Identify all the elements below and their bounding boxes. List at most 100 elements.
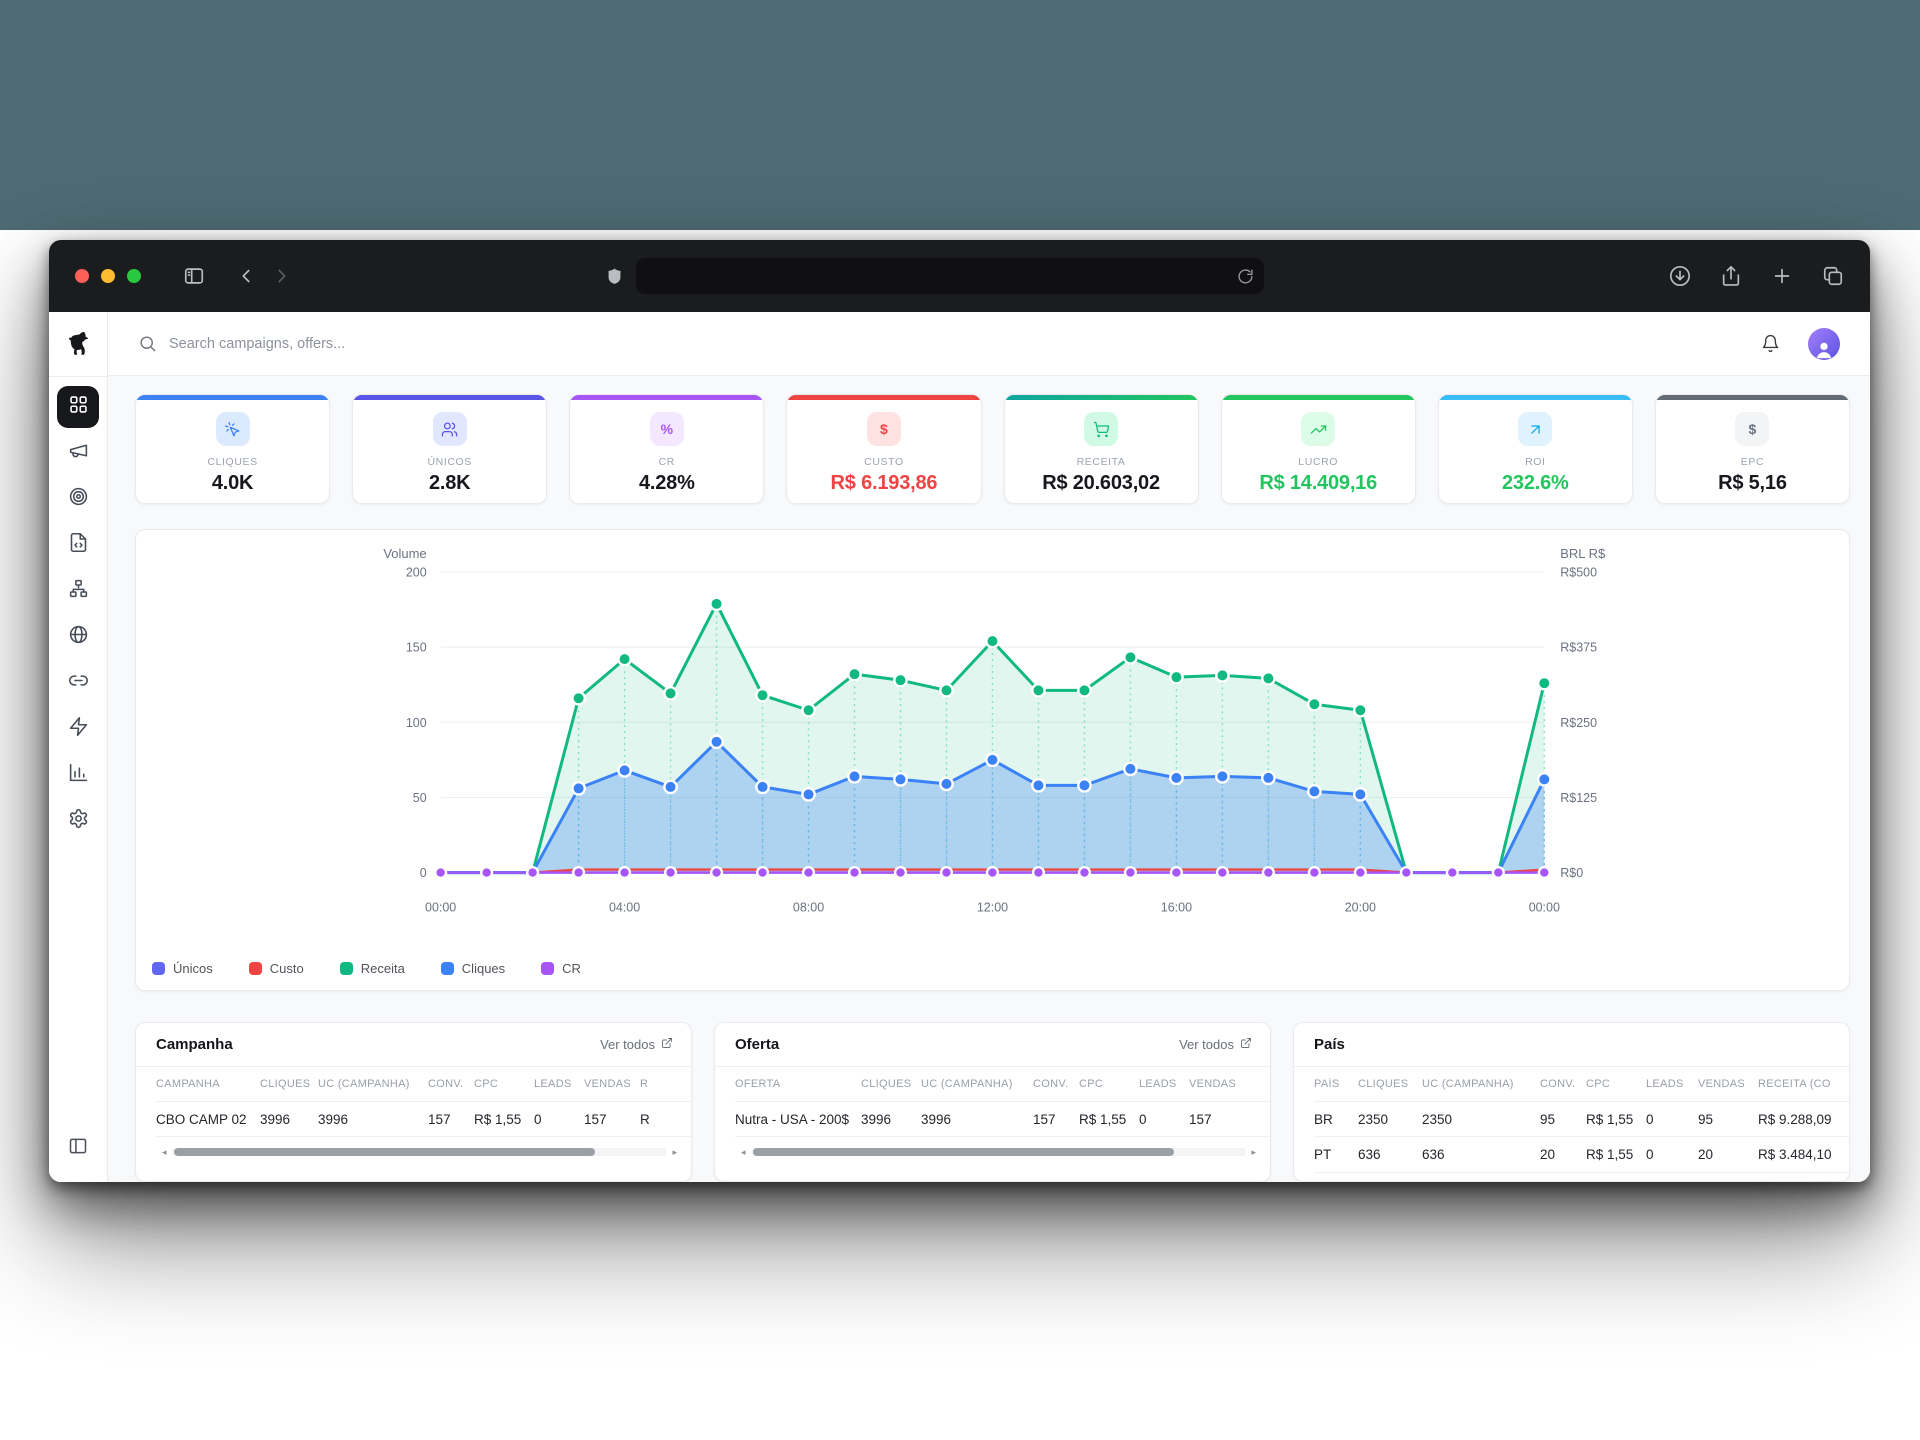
svg-text:12:00: 12:00 [977, 901, 1008, 915]
arrow-up-right-icon [1518, 412, 1553, 446]
stat-label: CLIQUES [207, 456, 258, 468]
scrollbar-track[interactable] [750, 1148, 1247, 1156]
table: OFERTA CLIQUES UC (CAMPANHA) CONV. CPC LEADS V… [715, 1067, 1270, 1158]
table-cell: 2350 [1358, 1111, 1389, 1127]
legend-label: Únicos [173, 961, 213, 976]
column-header: R [640, 1078, 649, 1090]
zoom-window-button[interactable] [127, 269, 141, 283]
stat-card-epc: $ EPC R$ 5,16 [1654, 394, 1850, 504]
table-row[interactable]: CBO CAMP 02 3996 3996 157 R$ 1,55 0 157 R [156, 1101, 691, 1137]
sidebar-item-links[interactable] [57, 662, 99, 704]
scrollbar-track[interactable] [171, 1148, 668, 1156]
stat-accent-bar [353, 395, 547, 400]
reload-icon[interactable] [1237, 268, 1254, 285]
svg-text:04:00: 04:00 [609, 901, 640, 915]
table-card-oferta: Oferta Ver todos OFERTA CLIQUES UC (CAMPANHA… [714, 1022, 1271, 1182]
table-cell: 157 [584, 1111, 607, 1127]
table-cell: R$ 1,55 [1586, 1111, 1634, 1127]
downloads-icon[interactable] [1669, 265, 1691, 287]
bell-icon[interactable] [1761, 334, 1780, 353]
table-title: Campanha [156, 1036, 233, 1053]
legend-item-cliques[interactable]: Cliques [440, 961, 505, 976]
svg-text:50: 50 [413, 791, 427, 805]
ver-todos-link[interactable]: Ver todos [1179, 1037, 1252, 1052]
scroll-left-arrow[interactable]: ◂ [741, 1146, 746, 1157]
sidebar-item-settings[interactable] [57, 800, 99, 842]
sidebar-item-domains[interactable] [57, 616, 99, 658]
column-header: OFERTA [735, 1078, 781, 1090]
table-cell: R$ 1,55 [474, 1111, 522, 1127]
new-tab-icon[interactable] [1771, 265, 1793, 287]
column-header: CPC [474, 1078, 499, 1090]
ver-todos-link[interactable]: Ver todos [600, 1037, 673, 1052]
svg-text:R$0: R$0 [1560, 866, 1583, 880]
horizontal-scrollbar[interactable]: ◂ ▸ [162, 1146, 677, 1158]
scroll-left-arrow[interactable]: ◂ [162, 1146, 167, 1157]
horizontal-scrollbar[interactable]: ◂ ▸ [741, 1146, 1256, 1158]
scroll-right-arrow[interactable]: ▸ [1251, 1146, 1256, 1157]
tab-overview-icon[interactable] [1822, 265, 1844, 287]
table-row[interactable]: PT 636 636 20 R$ 1,55 0 20 R$ 3.484,10 [1314, 1137, 1849, 1173]
scroll-right-arrow[interactable]: ▸ [672, 1146, 677, 1157]
column-header: UC (CAMPANHA) [1422, 1078, 1514, 1090]
legend-item-custo[interactable]: Custo [248, 961, 304, 976]
svg-text:R$250: R$250 [1560, 716, 1597, 730]
sidebar-item-automation[interactable] [57, 708, 99, 750]
column-header: PAÍS [1314, 1078, 1340, 1090]
column-header: UC (CAMPANHA) [921, 1078, 1013, 1090]
stat-label: EPC [1740, 456, 1765, 468]
column-header: RECEITA (CO [1758, 1078, 1831, 1090]
column-header: CAMPANHA [156, 1078, 220, 1090]
avatar[interactable] [1808, 327, 1840, 360]
sidebar-item-offers[interactable] [57, 478, 99, 520]
table-header-row: PAÍS CLIQUES UC (CAMPANHA) CONV. CPC LEADS VEN… [1314, 1067, 1849, 1101]
sidebar-item-flows[interactable] [57, 570, 99, 612]
share-icon[interactable] [1720, 265, 1742, 287]
table-cell: 95 [1698, 1111, 1714, 1127]
column-header: VENDAS [1698, 1078, 1746, 1090]
table-cell: 0 [1646, 1111, 1654, 1127]
sidebar-item-reports[interactable] [57, 754, 99, 796]
back-icon[interactable] [235, 265, 257, 287]
legend-item-únicos[interactable]: Únicos [152, 961, 213, 976]
stat-accent-bar [787, 395, 981, 400]
scrollbar-thumb[interactable] [173, 1148, 596, 1156]
column-header: VENDAS [584, 1078, 632, 1090]
dollar-icon: $ [1735, 412, 1770, 446]
table-row[interactable]: BR 2350 2350 95 R$ 1,55 0 95 R$ 9.288,09 [1314, 1101, 1849, 1137]
globe-icon [68, 624, 89, 650]
legend-label: Receita [360, 961, 405, 976]
stat-label: CR [658, 456, 675, 468]
stat-card-únicos: ÚNICOS 2.8K [352, 394, 548, 504]
stat-card-receita: RECEITA R$ 20.603,02 [1003, 394, 1199, 504]
legend-item-cr[interactable]: CR [541, 961, 581, 976]
table-card-header: Oferta Ver todos [715, 1023, 1270, 1067]
search-input[interactable] [169, 335, 589, 352]
address-bar[interactable] [636, 258, 1264, 294]
sidebar-item-campaigns[interactable] [57, 432, 99, 474]
table-cell: 3996 [921, 1111, 952, 1127]
users-icon [432, 412, 467, 446]
table-row[interactable]: Nutra - USA - 200$ 3996 3996 157 R$ 1,55 0 157 [735, 1101, 1270, 1137]
ver-todos-label: Ver todos [600, 1037, 655, 1052]
table: CAMPANHA CLIQUES UC (CAMPANHA) CONV. CPC LEAD… [136, 1067, 691, 1158]
sidebar-item-dashboard[interactable] [57, 386, 99, 428]
close-window-button[interactable] [75, 269, 89, 283]
stat-label: ROI [1525, 456, 1546, 468]
layout-grid-icon [68, 394, 89, 420]
table-cell: 636 [1358, 1147, 1381, 1162]
legend-item-receita[interactable]: Receita [339, 961, 405, 976]
svg-text:R$125: R$125 [1560, 791, 1597, 805]
sidebar-collapse-button[interactable] [57, 1128, 99, 1164]
forward-icon[interactable] [271, 265, 293, 287]
table-cell: PT [1314, 1147, 1332, 1162]
column-header: CONV. [428, 1078, 464, 1090]
browser-sidebar-toggle-icon[interactable] [183, 265, 205, 287]
shield-icon[interactable] [605, 267, 624, 286]
minimize-window-button[interactable] [101, 269, 115, 283]
stat-label: ÚNICOS [427, 456, 472, 468]
table-cell: R [640, 1111, 650, 1127]
scrollbar-thumb[interactable] [752, 1148, 1175, 1156]
table-header-row: CAMPANHA CLIQUES UC (CAMPANHA) CONV. CPC LEAD… [156, 1067, 691, 1101]
sidebar-item-landing-pages[interactable] [57, 524, 99, 566]
